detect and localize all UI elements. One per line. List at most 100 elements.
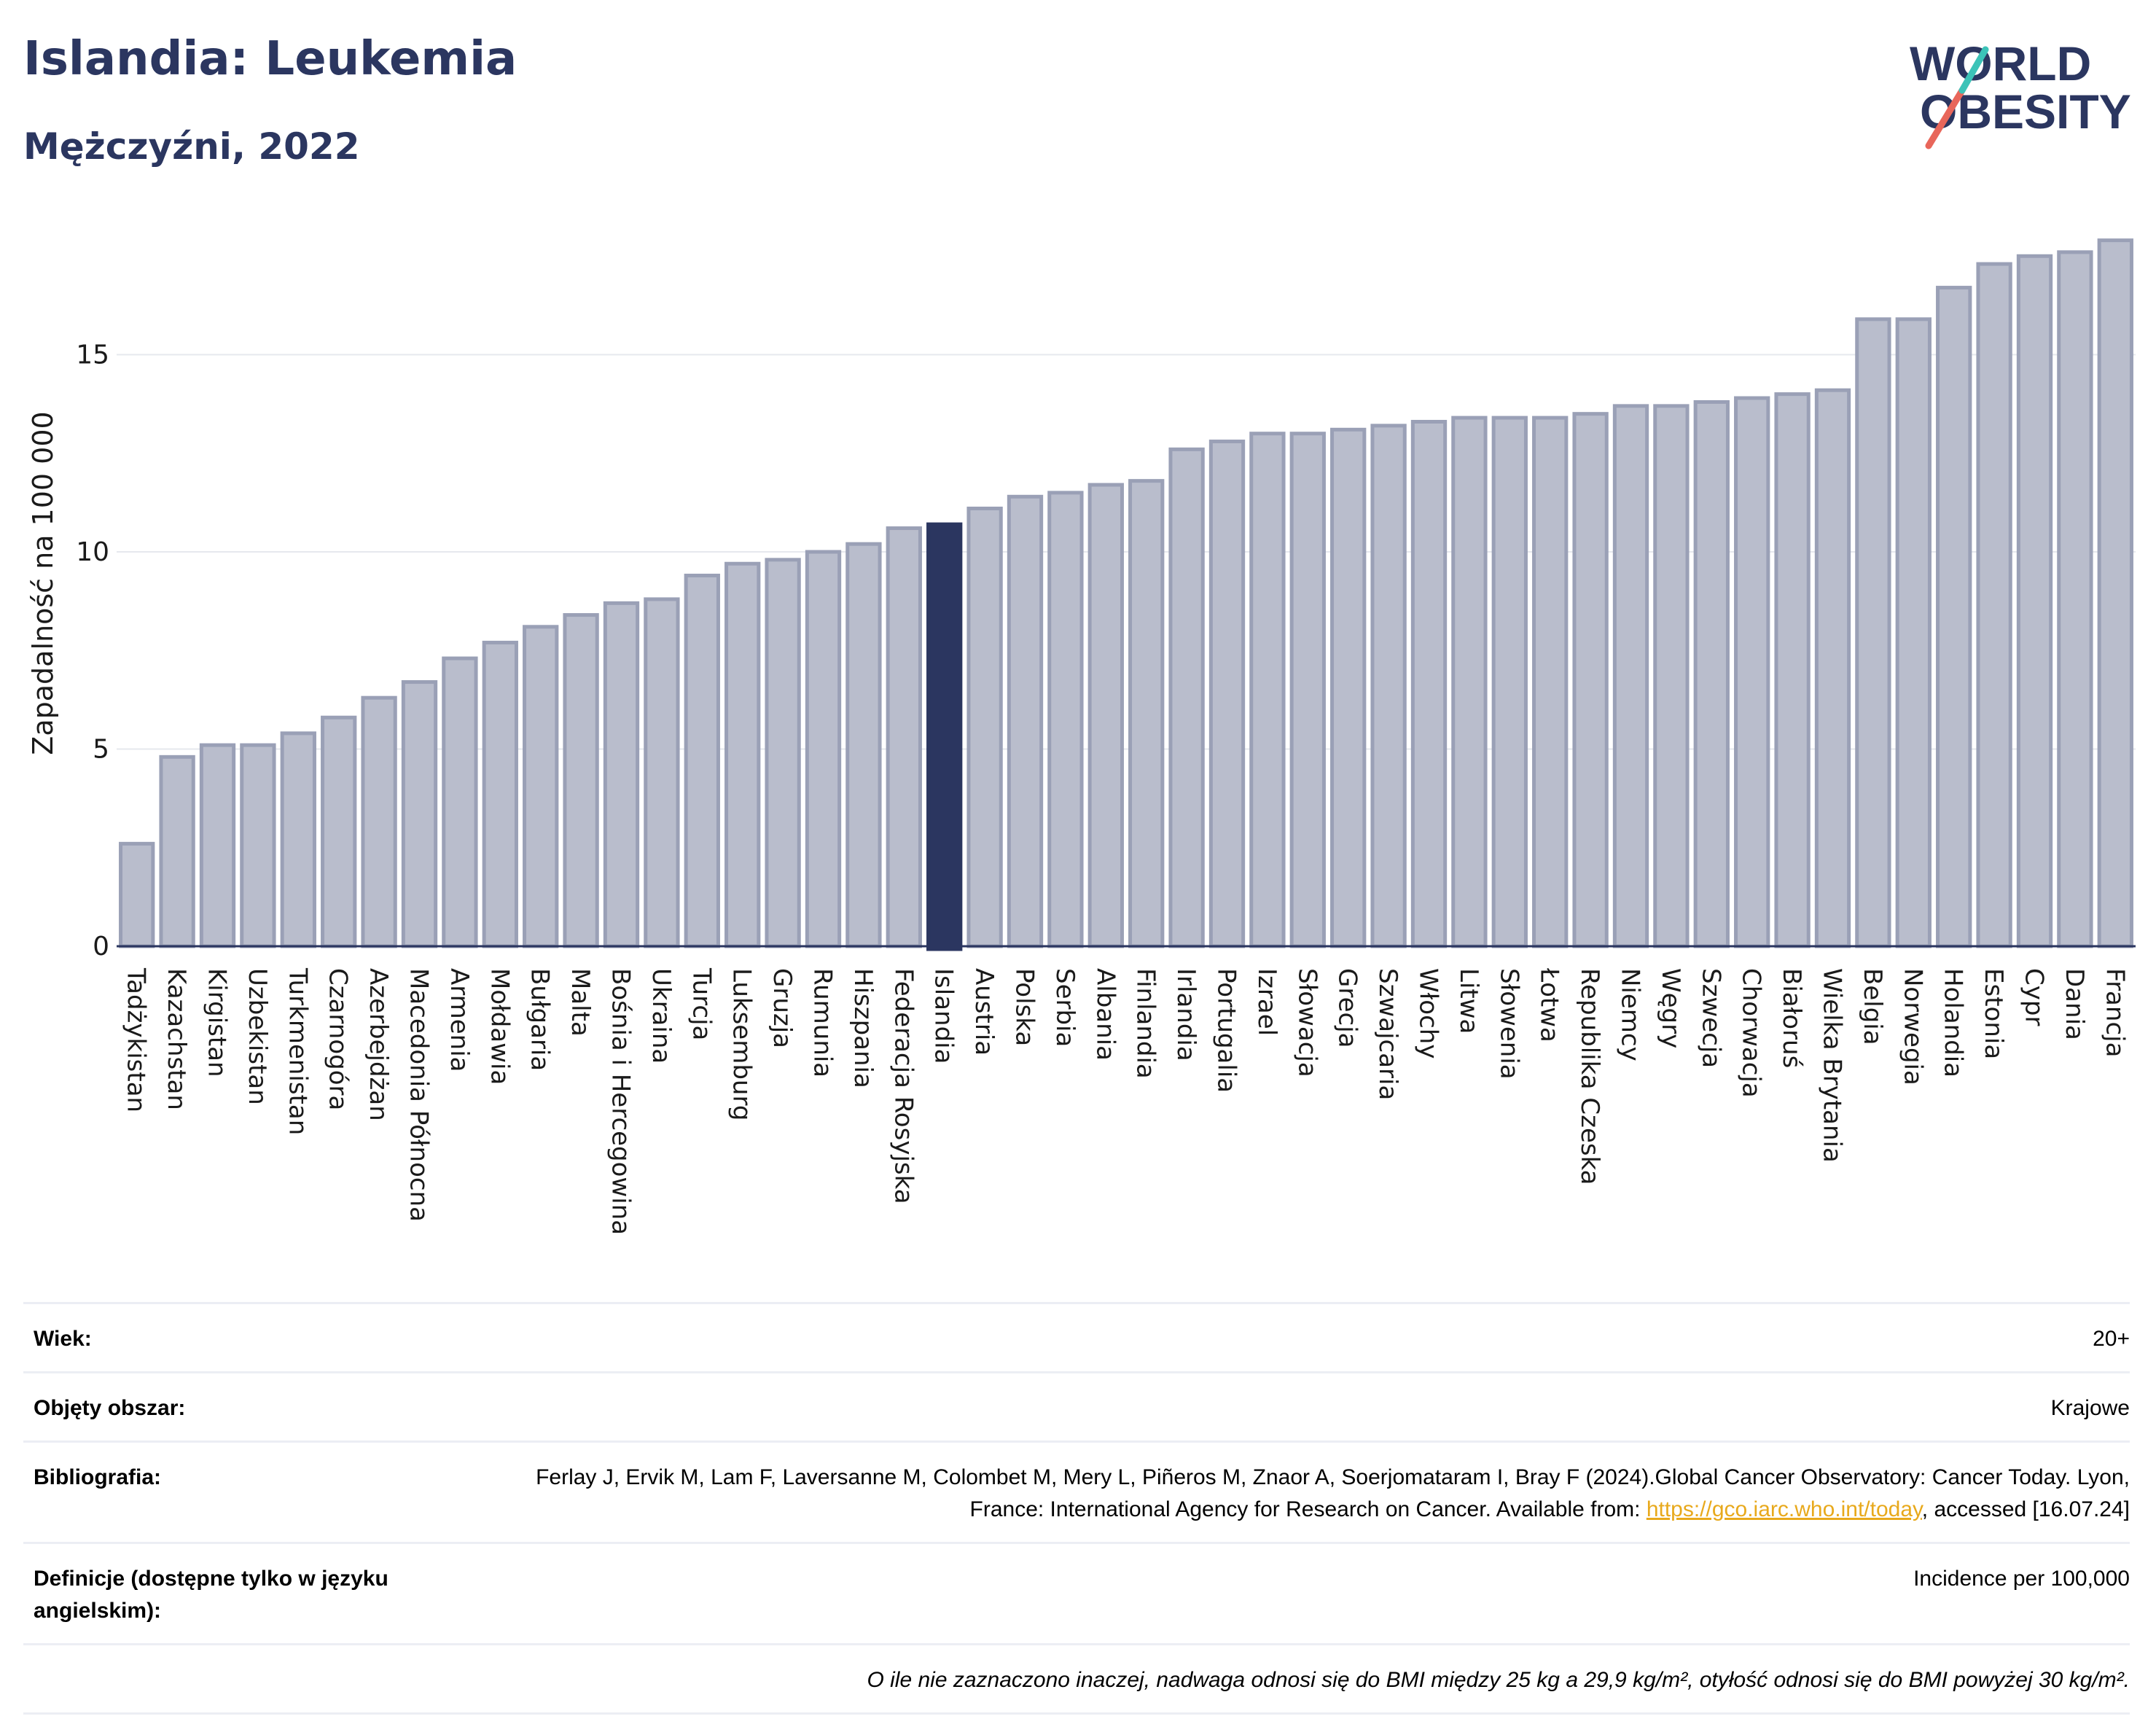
bar — [1491, 416, 1528, 948]
x-tick-label: Uzbekistan — [243, 968, 272, 1105]
logo-slash-teal — [1958, 46, 1989, 94]
bar — [603, 601, 640, 948]
x-tick-label: Grecja — [1333, 968, 1362, 1048]
bar — [523, 625, 559, 948]
x-tick-label: Ukraina — [647, 968, 676, 1064]
bar-highlight — [926, 522, 963, 951]
bar — [724, 561, 761, 948]
x-tick-label: Wielka Brytania — [1818, 968, 1847, 1163]
meta-age-label: Wiek: — [34, 1327, 92, 1351]
page-title: Islandia: Leukemia — [23, 32, 517, 86]
meta-bib-value: Ferlay J, Ervik M, Lam F, Laversanne M, … — [526, 1462, 2130, 1526]
meta-bib-text-2: , accessed [16.07.24] — [1921, 1497, 2130, 1521]
x-tick-label: Federacja Rosyjska — [888, 968, 918, 1204]
x-tick-label: Słowenia — [1494, 968, 1523, 1080]
x-tick-label: Kazachstan — [162, 968, 191, 1110]
x-tick-label: Cypr — [2020, 968, 2049, 1026]
bar-chart: 0 5 10 15 Tadżykistan Kazachstan Kirgistan Uzb… — [27, 238, 2136, 1235]
logo-line1: WORLD — [1910, 36, 2091, 90]
bar — [1936, 286, 1972, 948]
bar — [1168, 447, 1205, 948]
meta-row-age: Wiek: 20+ — [23, 1302, 2130, 1371]
x-tick-label: Węgry — [1656, 968, 1685, 1048]
bar — [845, 542, 882, 948]
x-tick-label: Francja — [2100, 968, 2129, 1057]
x-tick-label: Rumunia — [808, 968, 837, 1077]
world-obesity-logo: WORLD OBESITY — [1910, 36, 2131, 149]
logo-slash-red — [1925, 87, 1966, 149]
x-tick-label: Czarnogóra — [324, 968, 353, 1110]
bar — [1451, 416, 1488, 948]
bar — [1774, 392, 1811, 948]
bar — [1653, 404, 1690, 948]
meta-def-value: Incidence per 100,000 — [1913, 1567, 2130, 1591]
bar — [2097, 238, 2133, 948]
x-tick-label: Izrael — [1252, 968, 1281, 1036]
bar — [159, 755, 195, 948]
bar — [1047, 491, 1084, 948]
x-tick-label: Azerbejdżan — [364, 968, 393, 1121]
page-subtitle: Mężczyźni, 2022 — [23, 125, 360, 168]
bar — [1734, 396, 1770, 948]
x-tick-label: Słowacja — [1292, 968, 1321, 1077]
bar — [1693, 399, 1730, 948]
x-tick-label: Finlandia — [1131, 968, 1160, 1079]
bar — [805, 550, 842, 948]
x-tick-label: Hiszpania — [848, 968, 878, 1088]
bar — [644, 597, 680, 948]
x-tick-label: Bułgaria — [526, 968, 555, 1071]
x-tick-label: Chorwacja — [1737, 968, 1766, 1098]
meta-row-bibliography: Bibliografia: Ferlay J, Ervik M, Lam F, … — [23, 1440, 2130, 1542]
x-tick-label: Macedonia Północna — [405, 968, 434, 1222]
meta-age-value: 20+ — [2093, 1327, 2130, 1351]
x-tick-label: Turcja — [687, 967, 716, 1040]
bar — [1289, 432, 1326, 948]
meta-note: O ile nie zaznaczono inaczej, nadwaga od… — [867, 1668, 2130, 1692]
meta-row-note: O ile nie zaznaczono inaczej, nadwaga od… — [23, 1643, 2130, 1715]
meta-bib-label: Bibliografia: — [34, 1465, 162, 1489]
x-tick-label: Serbia — [1050, 968, 1079, 1047]
x-tick-label: Bośnia i Hercegowina — [606, 968, 636, 1235]
meta-bib-text-1: Ferlay J, Ervik M, Lam F, Laversanne M, … — [536, 1465, 2130, 1521]
x-tick-label: Szwajcaria — [1373, 968, 1402, 1100]
bar — [684, 573, 720, 948]
x-tick-label: Szwecja — [1696, 968, 1725, 1068]
x-tick-labels: Tadżykistan Kazachstan Kirgistan Uzbekistan… — [122, 967, 2130, 1235]
metadata-table: Wiek: 20+ Objęty obszar: Krajowe Bibliog… — [23, 1302, 2130, 1715]
x-tick-label: Irlandia — [1171, 968, 1200, 1061]
bar — [1007, 494, 1044, 948]
meta-row-coverage: Objęty obszar: Krajowe — [23, 1371, 2130, 1440]
bar — [1249, 432, 1286, 948]
bar — [1855, 317, 1891, 948]
x-tick-label: Albania — [1090, 968, 1120, 1061]
meta-bib-link[interactable]: https://gco.iarc.who.int/today — [1646, 1497, 1922, 1521]
bar — [966, 507, 1003, 948]
bar — [1572, 412, 1609, 948]
logo-line2: OBESITY — [1920, 85, 2131, 139]
bar — [240, 743, 276, 948]
x-tick-label: Białoruś — [1777, 968, 1806, 1068]
bar — [1128, 479, 1165, 948]
bar — [1612, 404, 1649, 948]
x-tick-label: Turkmenistan — [283, 967, 312, 1135]
bar — [1410, 419, 1448, 948]
bar — [886, 526, 922, 948]
x-tick-label: Malta — [566, 968, 595, 1037]
bar — [563, 613, 599, 948]
bar — [1330, 427, 1367, 948]
bar — [2016, 254, 2053, 948]
x-tick-label: Islandia — [929, 968, 958, 1064]
meta-def-label: Definicje (dostępne tylko w języku angie… — [34, 1567, 388, 1623]
bar — [119, 841, 155, 948]
bar — [199, 743, 236, 948]
y-tick-labels: 0 5 10 15 — [76, 340, 109, 962]
x-tick-label: Litwa — [1454, 968, 1483, 1034]
bar — [361, 695, 397, 948]
y-tick-label: 0 — [93, 932, 109, 962]
x-tick-label: Łotwa — [1535, 967, 1564, 1042]
bar — [1976, 262, 2012, 948]
x-tick-label: Polska — [1010, 968, 1039, 1046]
bar — [2057, 250, 2093, 948]
y-axis-label: Zapadalność na 100 000 — [27, 411, 59, 755]
x-tick-label: Gruzja — [768, 968, 797, 1048]
